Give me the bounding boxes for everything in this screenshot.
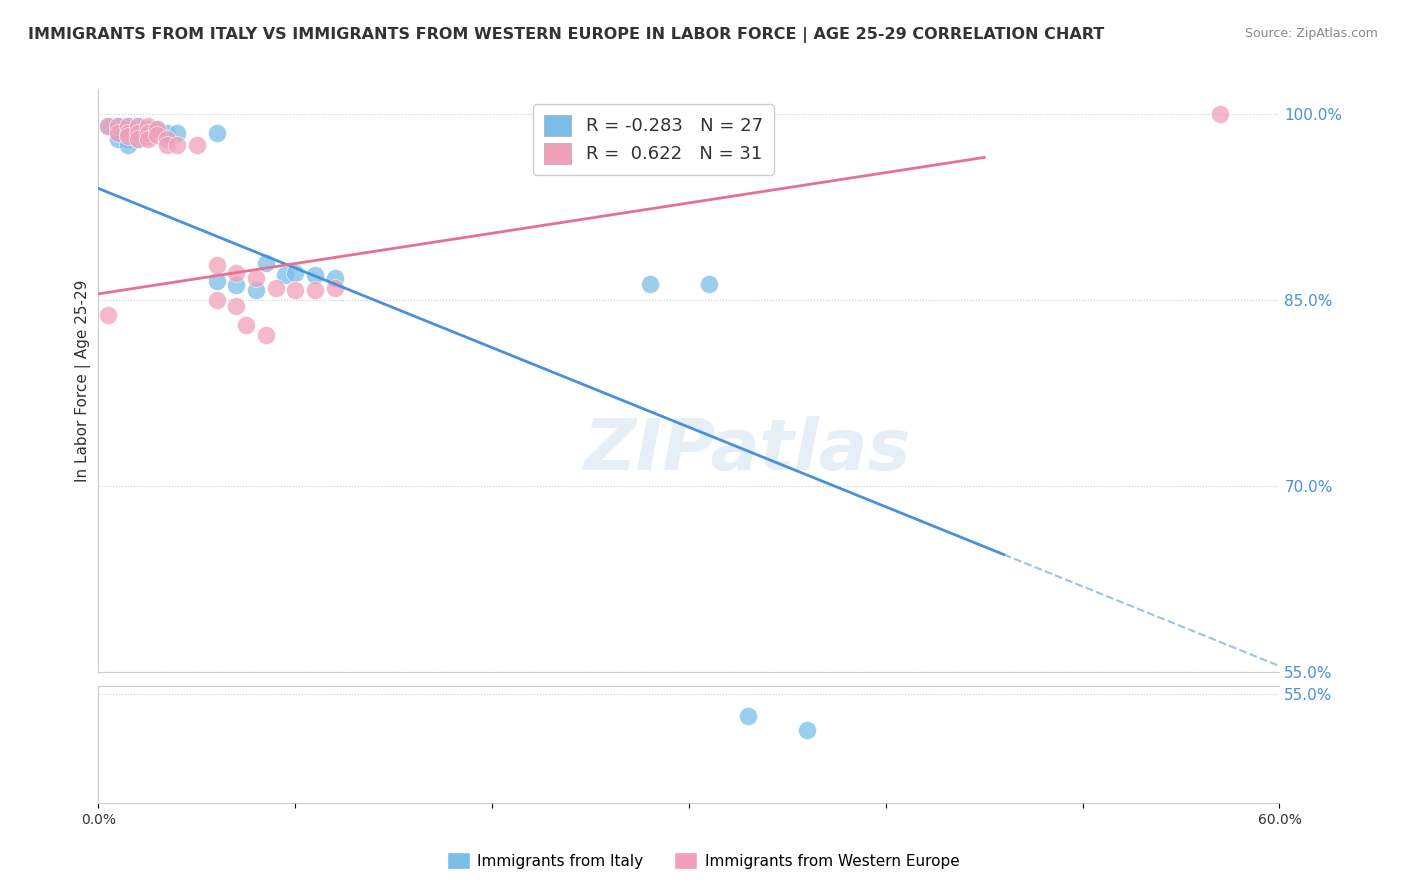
Text: ZIPatlas: ZIPatlas bbox=[585, 417, 911, 485]
Text: Source: ZipAtlas.com: Source: ZipAtlas.com bbox=[1244, 27, 1378, 40]
Text: IMMIGRANTS FROM ITALY VS IMMIGRANTS FROM WESTERN EUROPE IN LABOR FORCE | AGE 25-: IMMIGRANTS FROM ITALY VS IMMIGRANTS FROM… bbox=[28, 27, 1104, 43]
Legend: R = -0.283   N = 27, R =  0.622   N = 31: R = -0.283 N = 27, R = 0.622 N = 31 bbox=[533, 104, 773, 175]
Legend: Immigrants from Italy, Immigrants from Western Europe: Immigrants from Italy, Immigrants from W… bbox=[440, 846, 966, 875]
Y-axis label: In Labor Force | Age 25-29: In Labor Force | Age 25-29 bbox=[76, 279, 91, 482]
